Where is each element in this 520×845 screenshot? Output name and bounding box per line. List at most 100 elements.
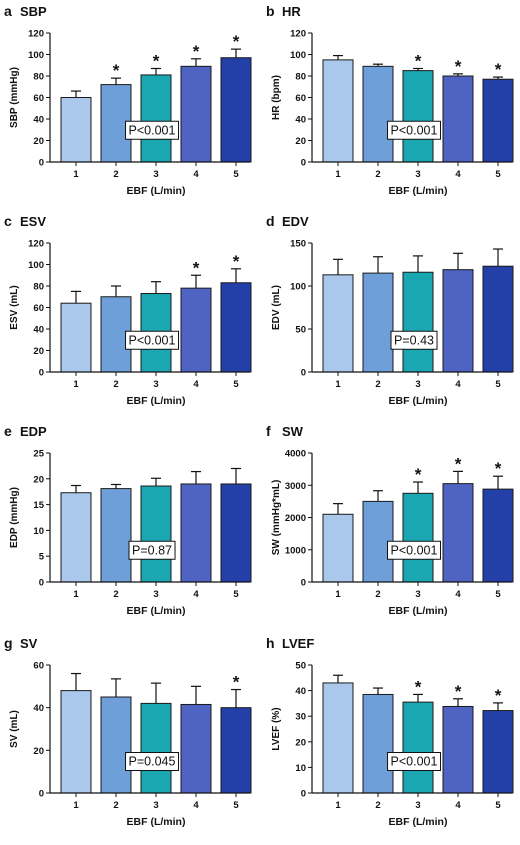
x-tick-label: 4 <box>455 379 461 390</box>
p-value-box <box>387 120 442 140</box>
x-tick-label: 2 <box>375 800 380 811</box>
bar <box>402 492 434 583</box>
y-tick-label: 0 <box>39 789 44 800</box>
y-tick-label: 80 <box>33 282 44 293</box>
y-tick-label: 60 <box>295 93 306 104</box>
y-axis-label: SV (mL) <box>9 710 20 748</box>
panel-title: SV <box>20 636 38 651</box>
panel-letter: c <box>4 213 12 229</box>
bar <box>60 690 92 794</box>
x-axis-label: EBF (L/min) <box>127 395 186 407</box>
y-axis-label: HR (bpm) <box>271 75 282 120</box>
x-axis-label: EBF (L/min) <box>389 605 448 617</box>
y-tick-label: 25 <box>33 449 44 460</box>
bar <box>322 682 354 794</box>
x-tick-label: 3 <box>415 169 420 180</box>
x-tick-label: 3 <box>153 379 158 390</box>
y-tick-label: 0 <box>301 158 306 169</box>
y-tick-label: 100 <box>290 282 306 293</box>
panel-d: d EDV EDV (mL) 0 50 100 150 1 2 3 4 5 EBF (L/min) P=0… <box>266 213 514 407</box>
y-tick-label: 50 <box>295 325 306 336</box>
panel-h: h LVEF LVEF (%) 0 10 20 30 40 50 1 2 * 3 * 4 * 5 EBF (L/m… <box>266 635 514 828</box>
bar <box>100 696 132 794</box>
x-tick-label: 4 <box>455 800 461 811</box>
y-tick-label: 100 <box>28 50 44 61</box>
x-tick-label: 3 <box>153 800 158 811</box>
x-axis-label: EBF (L/min) <box>127 185 186 197</box>
x-tick-label: 1 <box>335 800 341 811</box>
p-value-label: P<0.001 <box>391 123 438 137</box>
y-tick-label: 1000 <box>285 545 306 556</box>
bar <box>402 701 434 794</box>
y-axis-label: SBP (mmHg) <box>9 67 20 128</box>
y-tick-label: 40 <box>33 115 44 126</box>
y-tick-label: 120 <box>290 29 306 40</box>
panel-letter: a <box>4 3 12 19</box>
x-tick-label: 3 <box>415 379 420 390</box>
significance-star: * <box>233 32 240 51</box>
p-value-box <box>125 752 180 771</box>
panel-title: SW <box>282 424 304 439</box>
significance-star: * <box>455 454 462 473</box>
y-tick-label: 60 <box>33 303 44 314</box>
bar <box>140 74 172 163</box>
bar <box>442 483 474 583</box>
bar <box>402 70 434 163</box>
x-tick-label: 5 <box>495 169 501 180</box>
y-tick-label: 20 <box>33 346 44 357</box>
significance-star: * <box>415 677 422 696</box>
p-value-label: P=0.045 <box>129 755 176 769</box>
bar <box>362 693 394 794</box>
x-tick-label: 4 <box>193 589 199 600</box>
bar <box>442 705 474 794</box>
y-tick-label: 20 <box>33 746 44 757</box>
y-tick-label: 0 <box>39 158 44 169</box>
x-tick-label: 4 <box>455 589 461 600</box>
y-tick-label: 2000 <box>285 513 306 524</box>
p-value-label: P=0.43 <box>394 333 434 347</box>
x-axis-label: EBF (L/min) <box>389 395 448 407</box>
panel-title: HR <box>282 4 301 19</box>
y-tick-label: 10 <box>33 526 44 537</box>
x-tick-label: 1 <box>335 589 341 600</box>
y-tick-label: 4000 <box>285 449 306 460</box>
bar <box>180 287 212 373</box>
bar <box>220 483 252 583</box>
y-tick-label: 0 <box>301 368 306 379</box>
x-tick-label: 5 <box>495 379 501 390</box>
p-value-box <box>387 752 442 771</box>
y-tick-label: 10 <box>295 763 306 774</box>
p-value-box <box>125 120 180 140</box>
bar <box>180 65 212 163</box>
p-value-box <box>387 540 442 560</box>
x-tick-label: 4 <box>193 169 199 180</box>
x-tick-label: 5 <box>233 379 239 390</box>
p-value-label: P<0.001 <box>391 543 438 557</box>
x-tick-label: 1 <box>73 589 79 600</box>
panel-title: SBP <box>20 4 47 19</box>
significance-star: * <box>495 686 502 705</box>
y-tick-label: 40 <box>295 115 306 126</box>
y-axis-label: EDV (mL) <box>271 285 282 330</box>
bar <box>482 488 514 583</box>
bar <box>220 57 252 163</box>
bar <box>362 65 394 163</box>
y-tick-label: 60 <box>33 93 44 104</box>
significance-star: * <box>233 673 240 692</box>
y-axis-label: EDP (mmHg) <box>9 487 20 548</box>
p-value-label: P<0.001 <box>129 123 176 137</box>
bar <box>442 269 474 373</box>
x-axis-label: EBF (L/min) <box>389 185 448 197</box>
x-tick-label: 3 <box>415 589 420 600</box>
bar <box>60 302 92 373</box>
panel-b: b HR HR (bpm) 0 20 40 60 80 100 120 1 2 * 3 * 4 * 5 EBF (L… <box>266 3 514 197</box>
panel-title: ESV <box>20 214 46 229</box>
y-tick-label: 80 <box>295 72 306 83</box>
bar <box>322 274 354 373</box>
panel-title: LVEF <box>282 636 314 651</box>
panel-letter: h <box>266 635 275 651</box>
bar <box>482 265 514 373</box>
bar <box>180 483 212 583</box>
y-tick-label: 20 <box>295 737 306 748</box>
